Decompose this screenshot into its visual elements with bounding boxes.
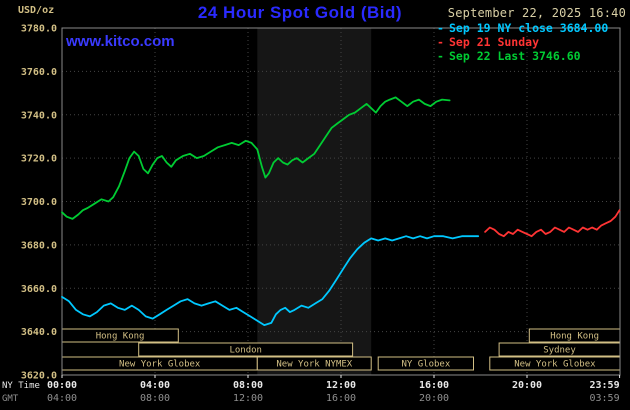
y-tick-label: 3780.0 (21, 24, 57, 35)
legend: - Sep 19 NY close 3684.00- Sep 21 Sunday - S… (437, 21, 608, 63)
session-label: New York Globex (514, 360, 596, 370)
x-tick-label-ny: 20:00 (512, 380, 542, 391)
legend-swatch-dash: - (437, 21, 444, 35)
y-tick-label: 3740.0 (21, 110, 57, 121)
kitco-watermark-link[interactable]: www.kitco.com (66, 33, 175, 50)
y-tick-label: 3620.0 (21, 371, 57, 382)
legend-swatch-dash: - (437, 35, 444, 49)
y-tick-label: 3680.0 (21, 240, 57, 251)
chart-timestamp: September 22, 2025 16:40 (447, 6, 626, 20)
session-box (377, 356, 475, 371)
session-box (138, 342, 354, 357)
y-tick-label: 3760.0 (21, 67, 57, 78)
ny-time-axis-label: NY Time (2, 381, 40, 391)
session-label: NY Globex (402, 360, 451, 370)
x-tick-label-ny: 04:00 (140, 380, 170, 391)
x-tick-label-ny: 00:00 (47, 380, 77, 391)
legend-label: Sep 22 Last 3746.60 (449, 49, 581, 63)
series-line-green (61, 96, 451, 220)
x-tick-label-ny: 08:00 (233, 380, 263, 391)
legend-label: Sep 19 NY close 3684.00 (449, 21, 609, 35)
x-tick-label-gmt: 04:00 (47, 393, 77, 404)
chart-title: 24 Hour Spot Gold (Bid) (197, 3, 403, 22)
x-tick-label-gmt: 03:59 (589, 393, 619, 404)
legend-label: Sep 21 Sunday (449, 35, 540, 49)
session-label: New York NYMEX (276, 360, 352, 370)
session-label: New York Globex (119, 360, 201, 370)
x-tick-label-gmt: 16:00 (326, 393, 356, 404)
x-tick-label-gmt: 20:00 (419, 393, 449, 404)
gmt-axis-label: GMT (2, 394, 19, 404)
units-label: USD/oz (18, 5, 55, 16)
session-label: Hong Kong (96, 332, 145, 342)
session-label: London (229, 346, 262, 356)
x-tick-label-ny: 16:00 (419, 380, 449, 391)
series-line-red (484, 209, 621, 238)
session-label: Sydney (543, 346, 576, 356)
x-tick-label-ny: 12:00 (326, 380, 356, 391)
x-tick-label-ny: 23:59 (589, 380, 619, 391)
x-tick-label-gmt: 12:00 (233, 393, 263, 404)
y-tick-label: 3660.0 (21, 284, 57, 295)
legend-swatch-dash: - (437, 49, 444, 63)
y-tick-label: 3640.0 (21, 327, 57, 338)
legend-item: - Sep 19 NY close 3684.00 (437, 21, 608, 35)
y-tick-label: 3720.0 (21, 154, 57, 165)
x-tick-label-gmt: 08:00 (140, 393, 170, 404)
session-box (256, 356, 372, 371)
y-tick-label: 3700.0 (21, 197, 57, 208)
legend-item: - Sep 22 Last 3746.60 (437, 49, 608, 63)
series-line-cyan (61, 235, 480, 327)
session-label: Hong Kong (550, 332, 599, 342)
legend-item: - Sep 21 Sunday (437, 35, 608, 49)
